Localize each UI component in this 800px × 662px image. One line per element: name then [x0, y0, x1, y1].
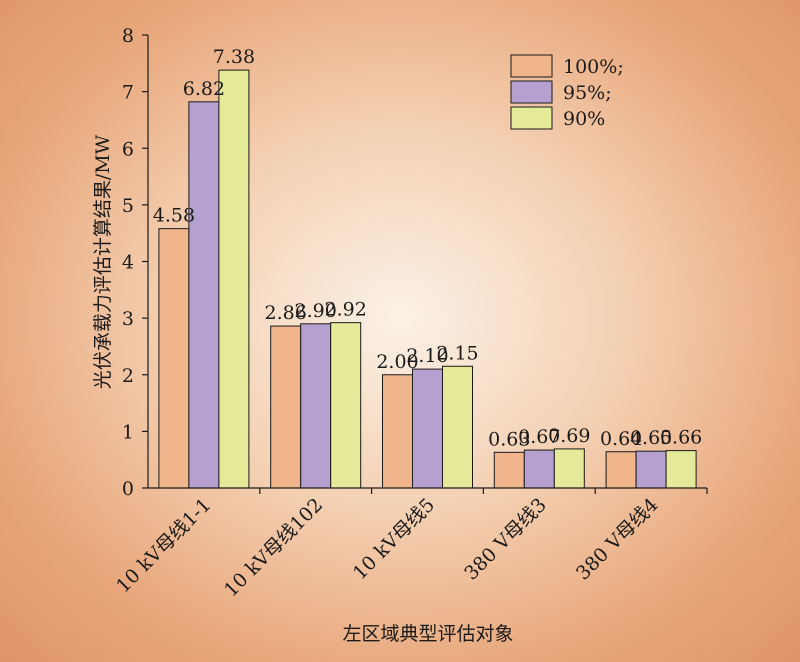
bar: [300, 323, 332, 489]
x-tick-label: 10 kV母线1-1: [112, 494, 215, 597]
legend: 100%; 95%; 90%: [510, 54, 624, 130]
bar: [382, 374, 413, 489]
bar: [218, 69, 250, 489]
legend-label: 90%: [563, 108, 605, 130]
y-axis-title: 光伏承载力评估计算结果/MW: [92, 134, 114, 389]
legend-label: 100%;: [563, 56, 624, 78]
bar: [442, 365, 473, 489]
bar: [188, 101, 220, 489]
y-ticks: 0 1 2 3 4 5 6 7 8: [122, 25, 148, 500]
data-label: 0.63: [488, 428, 530, 450]
data-label: 0.64: [600, 428, 642, 450]
bar: [605, 451, 637, 489]
y-tick-label: 5: [122, 195, 134, 217]
data-label: 4.58: [153, 205, 195, 227]
bar: [330, 322, 362, 489]
x-tick-label: 380 V母线4: [572, 494, 663, 585]
data-label: 0.69: [548, 425, 590, 447]
data-label: 2.10: [406, 345, 448, 367]
bar: [665, 450, 697, 489]
bar: [635, 450, 667, 489]
data-label: 2.00: [376, 351, 418, 373]
bar: [493, 451, 525, 489]
bar: [270, 325, 302, 489]
data-label: 2.15: [436, 342, 478, 364]
legend-swatch: [510, 106, 553, 130]
data-label: 2.92: [325, 299, 367, 321]
data-label: 0.67: [518, 426, 560, 448]
y-tick-label: 3: [122, 308, 134, 330]
data-label: 0.65: [630, 427, 672, 449]
data-label: 6.82: [183, 78, 225, 100]
y-tick-label: 8: [122, 25, 134, 47]
legend-swatch: [510, 54, 553, 78]
bars-layer: [158, 69, 697, 489]
legend-label: 95%;: [563, 82, 612, 104]
y-tick-label: 4: [122, 252, 134, 274]
bar: [412, 368, 443, 489]
bar: [158, 228, 190, 489]
x-tick-label: 10 kV母线5: [349, 494, 439, 584]
y-tick-label: 0: [122, 478, 134, 500]
y-tick-label: 2: [122, 365, 134, 387]
x-axis-title: 左区域典型评估对象: [342, 623, 513, 645]
y-tick-label: 6: [122, 138, 134, 160]
legend-swatch: [510, 80, 553, 104]
data-label: 2.86: [265, 302, 307, 324]
y-tick-label: 7: [122, 82, 134, 104]
x-tick-label: 10 kV母线102: [220, 494, 327, 601]
bar: [553, 448, 585, 489]
data-label: 2.90: [295, 300, 337, 322]
y-tick-label: 1: [122, 421, 134, 443]
data-labels: 4.58 6.82 7.38 2.862.902.92 2.002.102.15 0.63…: [153, 46, 703, 450]
bar: [523, 449, 555, 489]
data-label: 0.66: [660, 427, 702, 449]
x-ticks: 10 kV母线1-1 10 kV母线102 10 kV母线5 380 V母线3 380 …: [112, 488, 708, 601]
x-tick-label: 380 V母线3: [460, 494, 551, 585]
data-label: 7.38: [213, 46, 255, 68]
